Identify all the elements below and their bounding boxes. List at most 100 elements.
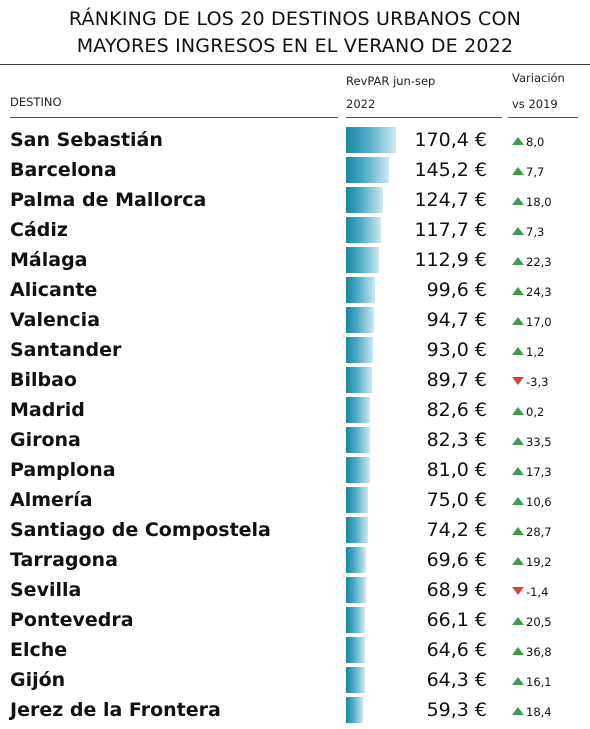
chart-title-line-1: RÁNKING DE LOS 20 DESTINOS URBANOS CON: [68, 8, 522, 30]
destino-label: Almería: [10, 489, 93, 511]
chart-title: RÁNKING DE LOS 20 DESTINOS URBANOS CON M…: [0, 6, 590, 60]
variacion-text: 10,6: [526, 495, 552, 509]
revpar-value: 145,2 €: [414, 159, 487, 181]
variacion-value: 19,2: [512, 555, 552, 569]
revpar-bar: [346, 337, 374, 363]
revpar-bar: [346, 307, 374, 333]
destino-label: Valencia: [10, 309, 101, 331]
variacion-text: -1,4: [526, 585, 549, 599]
header-rule-variacion: [508, 117, 578, 118]
header-revpar-line-1: RevPAR jun-sep: [346, 74, 436, 88]
revpar-bar: [346, 127, 396, 153]
destino-label: Cádiz: [10, 219, 68, 241]
revpar-value: 66,1 €: [426, 609, 487, 631]
revpar-bar: [346, 487, 368, 513]
variacion-text: 1,2: [526, 345, 545, 359]
revpar-bar: [346, 187, 383, 213]
triangle-up-icon: [512, 707, 524, 715]
revpar-value: 89,7 €: [426, 369, 487, 391]
variacion-text: 28,7: [526, 525, 552, 539]
revpar-value: 124,7 €: [414, 189, 487, 211]
revpar-bar: [346, 517, 368, 543]
triangle-up-icon: [512, 497, 524, 505]
variacion-value: 17,0: [512, 315, 552, 329]
revpar-bar: [346, 667, 365, 693]
variacion-value: 24,3: [512, 285, 552, 299]
revpar-bar: [346, 397, 371, 423]
revpar-bar: [346, 157, 389, 183]
variacion-text: 20,5: [526, 615, 552, 629]
triangle-up-icon: [512, 257, 524, 265]
title-divider: [0, 64, 590, 65]
variacion-text: 16,1: [526, 675, 552, 689]
variacion-value: 36,8: [512, 645, 552, 659]
variacion-value: 8,0: [512, 135, 544, 149]
destino-label: Alicante: [10, 279, 98, 301]
revpar-bar: [346, 427, 371, 453]
table-row: Alicante 99,6 € 24,3: [0, 276, 590, 306]
variacion-text: 33,5: [526, 435, 552, 449]
variacion-value: 16,1: [512, 675, 552, 689]
triangle-up-icon: [512, 317, 524, 325]
revpar-value: 82,6 €: [426, 399, 487, 421]
revpar-value: 112,9 €: [414, 249, 487, 271]
destino-label: Palma de Mallorca: [10, 189, 207, 211]
variacion-value: 7,7: [512, 165, 544, 179]
table-row: Málaga 112,9 € 22,3: [0, 246, 590, 276]
triangle-up-icon: [512, 647, 524, 655]
variacion-value: 18,0: [512, 195, 552, 209]
variacion-text: 36,8: [526, 645, 552, 659]
variacion-text: 18,4: [526, 705, 552, 719]
triangle-up-icon: [512, 407, 524, 415]
header-destino: DESTINO: [10, 95, 62, 109]
variacion-value: 20,5: [512, 615, 552, 629]
revpar-bar: [346, 367, 373, 393]
variacion-value: 18,4: [512, 705, 552, 719]
destino-label: Pontevedra: [10, 609, 134, 631]
revpar-value: 93,0 €: [426, 339, 487, 361]
table-row: San Sebastián 170,4 € 8,0: [0, 126, 590, 156]
header-rule-destino: [10, 117, 338, 118]
variacion-value: 0,2: [512, 405, 544, 419]
revpar-value: 170,4 €: [414, 129, 487, 151]
triangle-down-icon: [512, 377, 524, 385]
variacion-text: -3,3: [526, 375, 549, 389]
revpar-bar: [346, 247, 380, 273]
destino-label: Elche: [10, 639, 68, 661]
table-row: Madrid 82,6 € 0,2: [0, 396, 590, 426]
table-row: Girona 82,3 € 33,5: [0, 426, 590, 456]
revpar-bar: [346, 577, 367, 603]
triangle-up-icon: [512, 527, 524, 535]
table-row: Santander 93,0 € 1,2: [0, 336, 590, 366]
header-variacion-line-2: vs 2019: [512, 97, 558, 111]
table-row: Sevilla 68,9 € -1,4: [0, 576, 590, 606]
destino-label: Girona: [10, 429, 81, 451]
revpar-value: 75,0 €: [426, 489, 487, 511]
revpar-bar: [346, 277, 376, 303]
triangle-down-icon: [512, 587, 524, 595]
table-row: Palma de Mallorca 124,7 € 18,0: [0, 186, 590, 216]
chart-title-line-2: MAYORES INGRESOS EN EL VERANO DE 2022: [76, 35, 514, 57]
variacion-value: -1,4: [512, 585, 548, 599]
triangle-up-icon: [512, 557, 524, 565]
revpar-value: 59,3 €: [426, 699, 487, 721]
revpar-value: 94,7 €: [426, 309, 487, 331]
destino-label: Pamplona: [10, 459, 116, 481]
triangle-up-icon: [512, 287, 524, 295]
table-row: Bilbao 89,7 € -3,3: [0, 366, 590, 396]
triangle-up-icon: [512, 227, 524, 235]
destino-label: Barcelona: [10, 159, 117, 181]
revpar-bar: [346, 547, 367, 573]
revpar-value: 64,6 €: [426, 639, 487, 661]
destino-label: San Sebastián: [10, 129, 163, 151]
revpar-value: 99,6 €: [426, 279, 487, 301]
table-row: Cádiz 117,7 € 7,3: [0, 216, 590, 246]
variacion-value: 1,2: [512, 345, 544, 359]
variacion-text: 18,0: [526, 195, 552, 209]
header-rule-revpar: [346, 117, 502, 118]
triangle-up-icon: [512, 617, 524, 625]
revpar-bar: [346, 637, 365, 663]
header-variacion-line-1: Variación: [512, 71, 565, 85]
variacion-value: 17,3: [512, 465, 552, 479]
variacion-value: 33,5: [512, 435, 552, 449]
